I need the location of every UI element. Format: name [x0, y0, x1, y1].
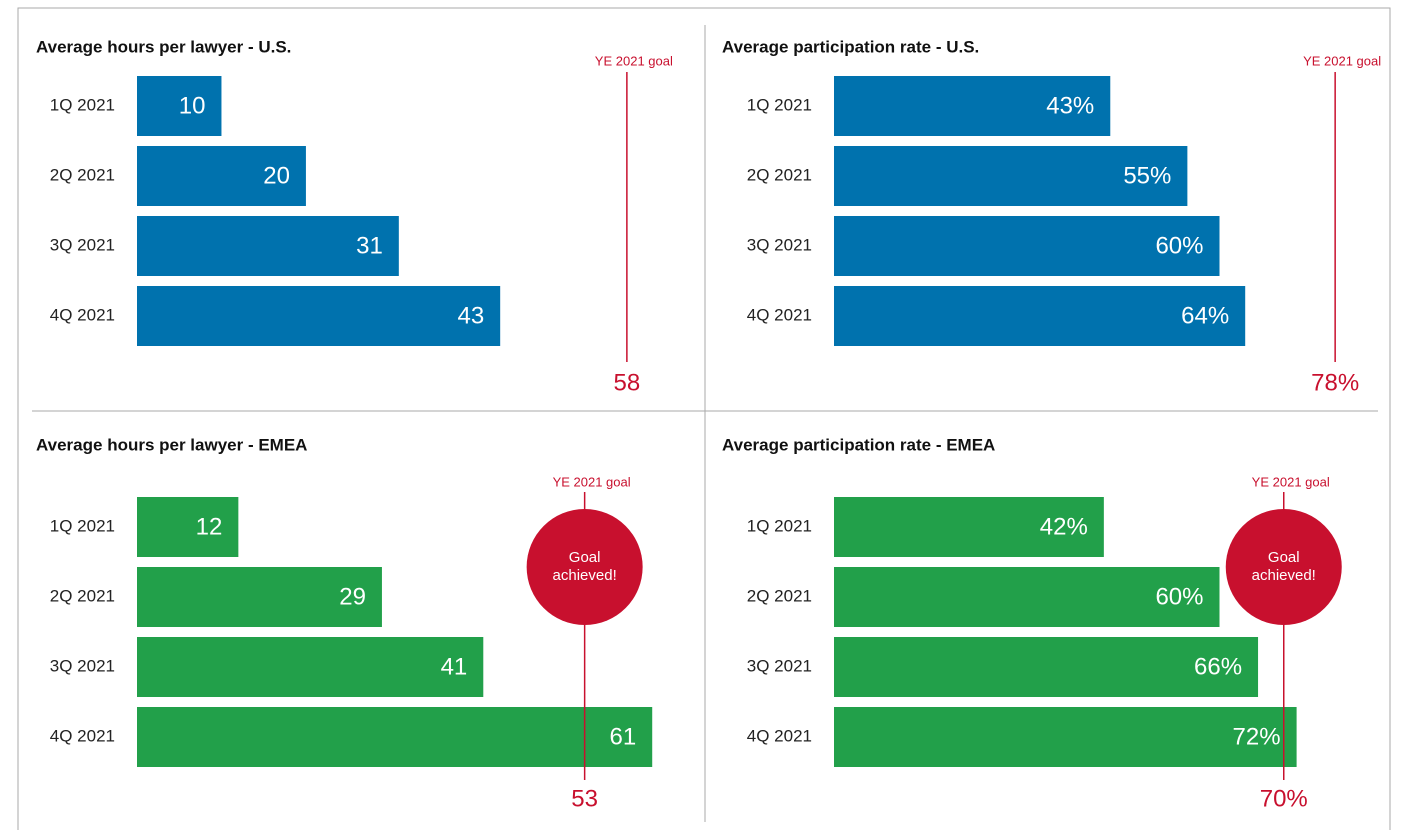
chart-title: Average participation rate - EMEA	[722, 435, 995, 454]
value-label: 43%	[1046, 92, 1094, 119]
value-label: 72%	[1233, 723, 1281, 750]
goal-caption: YE 2021 goal	[553, 474, 631, 489]
value-label: 60%	[1155, 232, 1203, 259]
bar	[137, 216, 399, 276]
category-label: 1Q 2021	[50, 516, 115, 535]
chart-title: Average hours per lawyer - EMEA	[36, 435, 307, 454]
category-label: 4Q 2021	[747, 305, 812, 324]
category-label: 2Q 2021	[50, 165, 115, 184]
bar	[137, 567, 382, 627]
category-label: 4Q 2021	[50, 305, 115, 324]
category-label: 2Q 2021	[50, 586, 115, 605]
bar	[137, 497, 239, 557]
value-label: 64%	[1181, 302, 1229, 329]
goal-badge	[1225, 509, 1342, 625]
category-label: 4Q 2021	[50, 726, 115, 745]
bar	[834, 286, 1246, 346]
category-label: 3Q 2021	[50, 235, 115, 254]
bar	[137, 146, 306, 206]
goal-badge-label: Goal achieved!	[1251, 549, 1316, 584]
category-label: 3Q 2021	[747, 235, 812, 254]
goal-value: 53	[571, 785, 598, 812]
bar	[834, 707, 1297, 767]
bar	[834, 497, 1104, 557]
goal-caption: YE 2021 goal	[1252, 474, 1330, 489]
value-label: 66%	[1194, 653, 1242, 680]
bar	[137, 76, 222, 136]
category-label: 1Q 2021	[50, 95, 115, 114]
value-label: 61	[610, 723, 637, 750]
value-label: 60%	[1155, 583, 1203, 610]
bar	[834, 216, 1220, 276]
chart-title: Average participation rate - U.S.	[722, 37, 979, 56]
goal-value: 58	[614, 369, 641, 396]
bar	[137, 286, 501, 346]
goal-badge-text: Goal achieved!	[1251, 549, 1316, 584]
category-label: 2Q 2021	[747, 586, 812, 605]
bar	[137, 707, 653, 767]
value-label: 41	[441, 653, 468, 680]
goal-value: 70%	[1260, 785, 1308, 812]
value-label: 31	[356, 232, 383, 259]
value-label: 29	[339, 583, 366, 610]
bar	[834, 637, 1259, 697]
goal-badge	[526, 509, 643, 625]
category-label: 1Q 2021	[747, 516, 812, 535]
category-label: 4Q 2021	[747, 726, 812, 745]
bar	[834, 567, 1220, 627]
bar	[834, 146, 1188, 206]
value-label: 20	[263, 162, 290, 189]
category-label: 2Q 2021	[747, 165, 812, 184]
goal-value: 78%	[1311, 369, 1359, 396]
value-label: 43	[457, 302, 484, 329]
chart-title: Average hours per lawyer - U.S.	[36, 37, 291, 56]
category-label: 1Q 2021	[747, 95, 812, 114]
goal-caption: YE 2021 goal	[1303, 53, 1381, 68]
value-label: 55%	[1123, 162, 1171, 189]
category-label: 3Q 2021	[747, 656, 812, 675]
value-label: 10	[179, 92, 206, 119]
goal-caption: YE 2021 goal	[595, 53, 673, 68]
goal-badge-text: Goal achieved!	[552, 549, 617, 584]
bar	[834, 76, 1111, 136]
bar	[137, 637, 484, 697]
goal-badge-label: Goal achieved!	[552, 549, 617, 584]
category-label: 3Q 2021	[50, 656, 115, 675]
value-label: 42%	[1040, 513, 1088, 540]
frame	[17, 7, 1391, 830]
value-label: 12	[196, 513, 223, 540]
